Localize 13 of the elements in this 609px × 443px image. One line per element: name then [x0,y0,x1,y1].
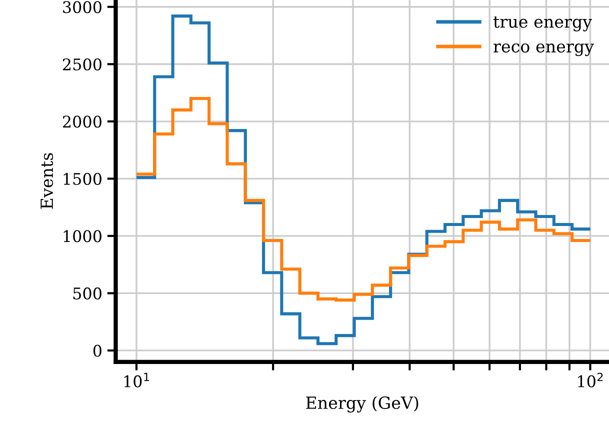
x-tick-label: 10$^{2}$ [578,372,603,388]
y-tick-label: 1000 [64,230,102,242]
y-tick-label: 2500 [62,58,102,70]
x-axis-title: Energy (GeV) [306,396,418,413]
y-tick-label: 2000 [62,116,102,128]
x-tick-label: 10$^{1}$ [124,372,149,388]
y-axis-title: Events [40,153,54,209]
y-tick-label: 3000 [63,1,102,14]
legend-label: true energy [493,16,592,32]
y-tick-label: 500 [73,287,102,300]
legend-label: reco energy [494,43,594,56]
y-tick-label: 0 [93,344,102,357]
y-tick-label: 1500 [64,172,102,185]
